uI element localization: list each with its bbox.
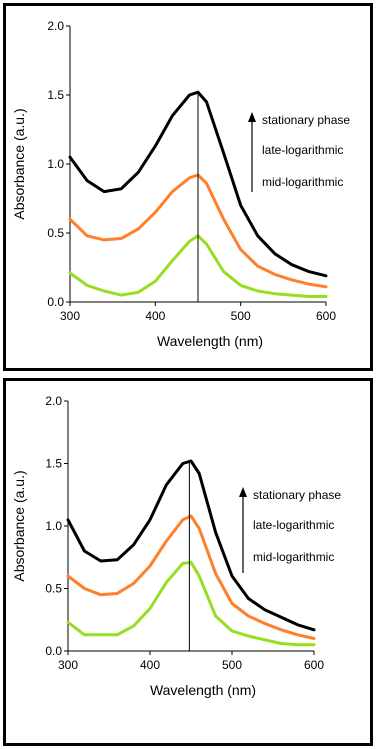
x-tick-label: 400 [140, 658, 160, 672]
x-tick-label: 400 [145, 309, 165, 323]
y-tick-label: 0.5 [45, 582, 62, 596]
chart-top-svg: 0.0 0.5 1.0 1.5 2.0 300 400 500 600 Wavelength (n… [11, 19, 350, 349]
y-tick-label: 2.0 [45, 394, 62, 408]
chart-panel-top: 0.0 0.5 1.0 1.5 2.0 300 400 500 600 Wavelength (n… [3, 3, 373, 371]
x-tick-label: 600 [316, 309, 336, 323]
y-tick-label: 0.0 [47, 295, 64, 309]
legend-arrow-head [239, 487, 247, 497]
y-tick-label: 1.5 [47, 88, 64, 102]
y-axis-title: Absorbance (a.u.) [11, 108, 27, 219]
plot-area: 0.0 0.5 1.0 1.5 2.0 300 400 500 600 Wavelength (n… [11, 19, 350, 349]
x-tick-label: 600 [304, 658, 324, 672]
y-tick-label: 1.5 [45, 457, 62, 471]
y-tick-label: 0.0 [45, 644, 62, 658]
chart-bottom-svg: 0.0 0.5 1.0 1.5 2.0 300 400 500 600 Wavelength (n… [11, 394, 341, 698]
series-line-late-logarithmic [66, 514, 316, 640]
legend-entry: mid-logarithmic [253, 550, 334, 564]
y-tick-label: 2.0 [47, 19, 64, 33]
y-tick-label: 1.0 [45, 519, 62, 533]
y-tick-label: 0.5 [47, 226, 64, 240]
x-tick-label: 500 [222, 658, 242, 672]
chart-panel-bottom: 0.0 0.5 1.0 1.5 2.0 300 400 500 600 Wavelength (n… [3, 378, 373, 746]
legend-arrow-head [248, 112, 256, 122]
legend-entry: stationary phase [262, 113, 350, 127]
y-tick-label: 1.0 [47, 157, 64, 171]
legend-entry: late-logarithmic [253, 518, 334, 532]
series-line-mid-logarithmic [66, 560, 316, 647]
x-axis-title: Wavelength (nm) [157, 333, 263, 349]
x-tick-label: 500 [231, 309, 251, 323]
y-axis-title: Absorbance (a.u.) [11, 470, 27, 581]
plot-area: 0.0 0.5 1.0 1.5 2.0 300 400 500 600 Wavelength (n… [11, 394, 341, 698]
legend-entry: stationary phase [253, 488, 341, 502]
series-line-stationary-phase [66, 459, 316, 632]
legend-entry: mid-logarithmic [262, 175, 343, 189]
x-tick-label: 300 [58, 658, 78, 672]
legend-entry: late-logarithmic [262, 143, 343, 157]
x-tick-label: 300 [60, 309, 80, 323]
x-axis-title: Wavelength (nm) [150, 682, 256, 698]
